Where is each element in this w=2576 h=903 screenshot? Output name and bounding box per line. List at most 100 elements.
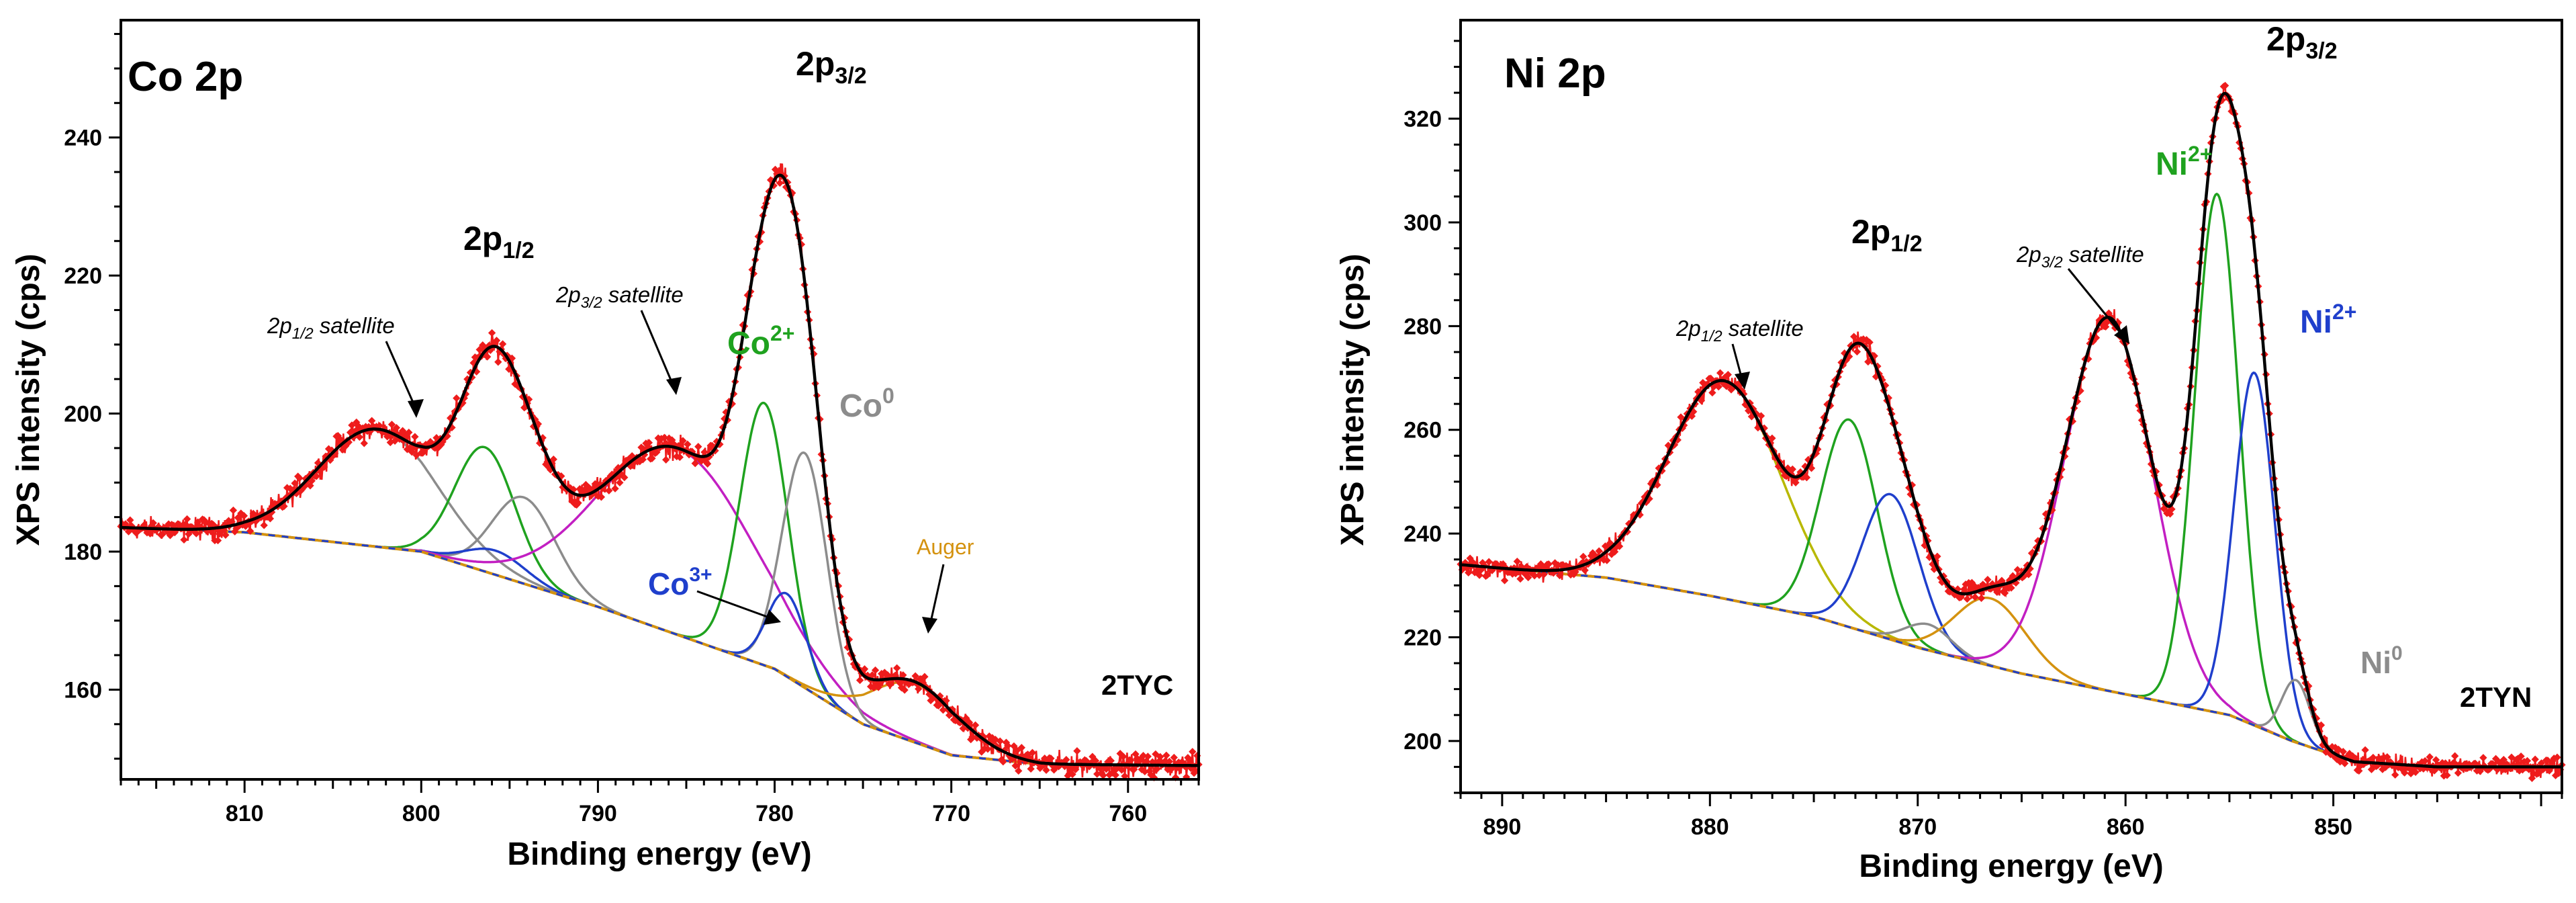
co-data-point — [1004, 742, 1012, 750]
co-data-point — [1156, 752, 1164, 761]
ni-data-point — [2517, 752, 2525, 761]
ni-data-point — [1768, 434, 1776, 442]
ni-y-tick-label: 320 — [1404, 107, 1442, 132]
co-data-point — [648, 454, 656, 462]
co-auger-arrow — [929, 564, 945, 626]
ni-data-point — [2013, 566, 2022, 574]
co-background-line — [120, 526, 1199, 767]
co-data-point — [246, 527, 255, 535]
co-data-point — [605, 486, 613, 494]
co-data-point — [597, 493, 606, 501]
ni-component-5 — [1460, 316, 2562, 769]
co-y-tick-label: 240 — [64, 126, 102, 151]
co-data-point — [971, 721, 980, 729]
co-data-point — [387, 421, 396, 429]
ni-x-tick-label: 850 — [2314, 814, 2352, 840]
co-data-point — [996, 737, 1004, 745]
ni-y-tick-label: 240 — [1404, 521, 1442, 547]
co-data-point — [1107, 757, 1115, 765]
co-data-point — [484, 353, 492, 361]
ni-data-point — [2553, 753, 2561, 761]
co-data-point — [1130, 765, 1138, 773]
co-component-4 — [120, 445, 1199, 767]
co-data-point — [1144, 752, 1152, 761]
ni-sat32-label: 2p3/2 satellite — [2016, 242, 2144, 271]
co-x-axis-title: Binding energy (eV) — [507, 836, 811, 872]
ni-envelope-fit — [1460, 91, 2562, 769]
ni-data-point — [2426, 753, 2434, 761]
co-data-point — [185, 530, 193, 538]
co-co3-label: Co3+ — [648, 564, 712, 601]
co-data-point — [901, 686, 909, 694]
co-data-point — [411, 433, 419, 441]
co-data-point — [620, 473, 629, 482]
ni-data-point — [2025, 570, 2033, 578]
ni-data-point — [1998, 576, 2006, 585]
ni-component-7 — [1460, 371, 2562, 769]
co-x-tick-label: 760 — [1109, 801, 1147, 826]
co-co3-arrowhead — [764, 609, 781, 625]
co-data-point — [886, 680, 895, 688]
ni-x-tick-label: 880 — [1691, 814, 1729, 840]
co-data-point — [494, 358, 502, 366]
ni-data-point — [2317, 721, 2326, 729]
co-x-tick-label: 770 — [932, 801, 970, 826]
ni-data-point — [1708, 388, 1716, 397]
co-data-point — [776, 179, 784, 187]
co-y-tick-label: 160 — [64, 677, 102, 703]
ni-data-point — [2341, 759, 2349, 767]
co-co3-arrow — [696, 590, 772, 619]
co-data-point — [180, 535, 188, 544]
ni-data-point — [1500, 576, 1509, 585]
ni-data-point — [1788, 465, 1796, 474]
co-data-point — [921, 673, 929, 681]
co-data-point — [934, 701, 943, 710]
co-data-point — [1011, 762, 1019, 770]
co-data-point — [146, 529, 154, 538]
co-data-point — [868, 671, 876, 679]
co-component-3 — [120, 526, 1199, 767]
co-data-point — [645, 439, 653, 447]
ni-data-point — [1963, 595, 1972, 603]
co-data-point — [183, 515, 191, 523]
ni-2p-panel: 890 880 870 860 850 200 220 240 260 280 300 320 Ni … — [1335, 19, 2566, 884]
ni-data-point — [1853, 347, 1861, 356]
co-data-point — [1162, 751, 1170, 759]
co-data-point — [260, 521, 268, 529]
co-data-point — [222, 531, 230, 539]
co-data-point — [1091, 757, 1100, 765]
ni-data-point — [1516, 574, 1524, 583]
ni-data-point — [1971, 593, 1979, 601]
co-sample-label: 2TYC — [1101, 669, 1173, 701]
ni-data-point — [1724, 370, 1732, 379]
co-x-tick-label: 780 — [755, 801, 794, 826]
ni-x-tick-label: 890 — [1483, 814, 1522, 840]
co-sat12-arrowhead — [408, 399, 424, 418]
ni-y-tick-label: 300 — [1404, 210, 1442, 236]
ni-data-point — [1595, 547, 1603, 555]
ni-data-point — [2537, 759, 2546, 767]
co-data-point — [662, 456, 670, 464]
ni-data-point — [2479, 754, 2487, 762]
co-data-point — [700, 448, 708, 456]
ni-x-tick-label: 860 — [2107, 814, 2145, 840]
co-sat32-arrow — [640, 310, 675, 387]
co-data-trace — [120, 163, 1200, 779]
co-data-point — [899, 671, 907, 679]
ni-data-point — [1579, 552, 1588, 561]
ni-data-point — [1485, 558, 1493, 566]
ni-sat12-arrowhead — [1735, 372, 1750, 390]
ni-data-point — [2451, 752, 2459, 760]
co-component-1 — [120, 445, 1199, 767]
ni-y-tick-label: 280 — [1404, 314, 1442, 339]
ni-data-point — [1555, 571, 1564, 580]
co-component-8 — [120, 526, 1199, 767]
ni-data-point — [1850, 333, 1858, 341]
co-y-tick-label: 220 — [64, 263, 102, 289]
co-sat12-label: 2p1/2 satellite — [267, 313, 395, 342]
co-data-point — [126, 516, 134, 524]
ni-data-point — [1714, 382, 1722, 391]
co-data-point — [1042, 766, 1050, 774]
